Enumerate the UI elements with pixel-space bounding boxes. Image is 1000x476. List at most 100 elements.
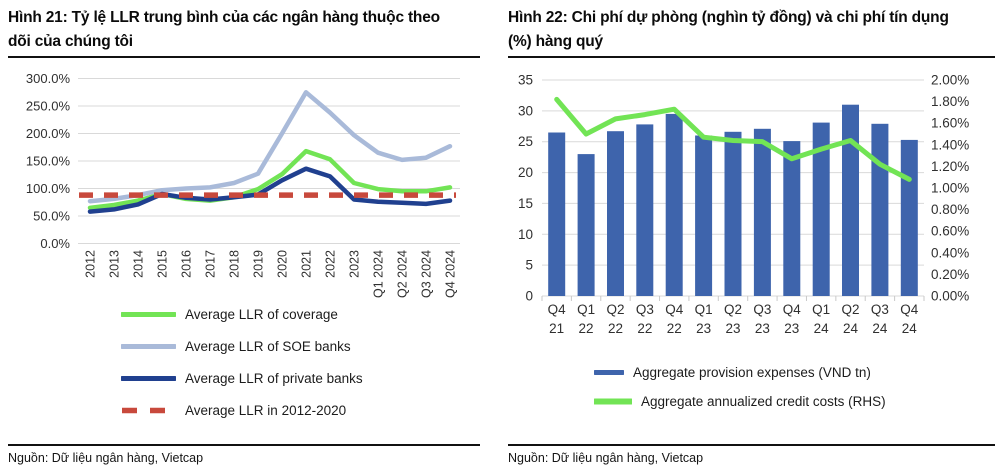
x-axis-label: 23 [696,321,711,336]
x-axis-label: 24 [872,321,888,336]
right-axis-label: 1.00% [931,181,969,196]
legend-line-swatch [121,375,176,381]
x-axis-label: Q2 [606,302,624,317]
bar [900,139,918,296]
y-axis-labels: 0.0% 50.0% 100.0% 150.0% 200.0% 250.0% 300.0% [26,71,71,251]
x-axis-label: Q1 [577,302,595,317]
bar [548,132,566,296]
legend-label: Aggregate annualized credit costs (RHS) [641,393,886,409]
chart-title-left: Hình 21: Tỷ lệ LLR trung bình của các ng… [8,6,440,54]
x-axis-label: Q1 [812,302,830,317]
legend-item: Average LLR in 2012-2020 [121,399,363,421]
right-axis-label: 0.40% [931,245,969,260]
bar [665,113,683,297]
bar [695,135,713,296]
chart-title-left-line2: dõi của chúng tôi [8,33,133,50]
bar [636,124,654,297]
x-axis-label: 24 [814,321,830,336]
legend-line-swatch [121,311,176,317]
right-axis-label: 0.00% [931,289,969,304]
left-axis-label: 35 [518,73,533,88]
source-divider [8,444,480,446]
x-axis-label: Q4 [900,302,919,317]
right-axis-label: 2.00% [931,73,969,88]
x-axis-label: 24 [902,321,918,336]
legend-item: Average LLR of SOE banks [121,335,363,357]
source-divider [508,444,995,446]
chart-title-right-line2: (%) hàng quý [508,33,603,50]
right-axis-label: 1.80% [931,94,969,109]
right-axis-label: 1.60% [931,116,969,131]
x-axis-label: 2015 [156,250,170,278]
x-axis-label: 23 [725,321,740,336]
x-axis-label: 2023 [348,250,362,278]
series-line [87,166,453,214]
x-axis-label: 2012 [84,250,98,278]
x-axis-label: Q4 [548,302,567,317]
legend-item: Aggregate provision expenses (VND tn) [594,361,886,383]
right-axis-label: 1.20% [931,159,969,174]
x-axis-label: 21 [549,321,564,336]
left-axis-label: 20 [518,165,533,180]
right-axis-labels: 0.00% 0.20% 0.40% 0.60% 0.80% 1.00% 1.20% 1.40%… [931,73,969,304]
x-axis-label: Q3 [871,302,889,317]
legend-item: Average LLR of coverage [121,303,363,325]
chart-title-right-line1: Hình 22: Chi phí dự phòng (nghìn tỷ đồng… [508,9,949,26]
legend-left: Average LLR of coverage Average LLR of SO… [121,303,363,431]
provision-combo-chart: 0 5 10 15 20 25 30 35 0.00% 0.20% 0.40% 0.60% 0.80% 1… [518,73,969,337]
legend-item: Aggregate annualized credit costs (RHS) [594,390,886,412]
y-axis-label: 300.0% [26,71,71,86]
bar [607,131,624,296]
x-axis-label: Q4 [665,302,684,317]
bar [842,104,859,296]
bar [577,154,595,296]
x-axis-label: 2022 [324,250,338,278]
left-axis-label: 15 [518,196,533,211]
legend-right: Aggregate provision expenses (VND tn) Agg… [594,361,886,419]
x-axis-labels: 2012 2013 2014 2015 2016 2017 2018 2019 2020 2021… [84,250,458,298]
bar [753,128,771,296]
legend-label: Average LLR of coverage [185,306,338,322]
legend-label: Average LLR of private banks [185,370,363,386]
left-axis-labels: 0 5 10 15 20 25 30 35 [518,73,533,304]
provision-bars [548,104,918,297]
x-axis-label: 22 [667,321,682,336]
right-axis-label: 0.60% [931,224,969,239]
bar [724,131,742,296]
x-axis-label: Q2 [724,302,742,317]
x-axis-label: 23 [755,321,770,336]
legend-label: Aggregate provision expenses (VND tn) [633,364,871,380]
x-axis-label: 2013 [108,250,122,278]
x-axis-label: 2016 [180,250,194,278]
x-axis-label: Q2 2024 [396,250,410,298]
x-axis-label: 2020 [276,250,290,278]
chart-title-right: Hình 22: Chi phí dự phòng (nghìn tỷ đồng… [508,6,949,54]
right-axis-label: 0.20% [931,267,969,282]
y-axis-label: 150.0% [26,154,71,169]
series-lines [79,90,456,214]
x-axis-label: Q1 [695,302,713,317]
x-axis-label: 22 [608,321,623,336]
source-note-left: Nguồn: Dữ liệu ngân hàng, Vietcap [8,451,204,465]
llr-line-chart: 0.0% 50.0% 100.0% 150.0% 200.0% 250.0% 300.0% 2… [26,71,460,298]
legend-item: Average LLR of private banks [121,367,363,389]
x-axis-label: 2018 [228,250,242,278]
y-axis-label: 0.0% [40,236,70,251]
x-axis-label: Q4 2024 [444,250,458,298]
y-axis-label: 100.0% [26,181,71,196]
y-axis-label: 50.0% [33,209,70,224]
bar [871,123,889,296]
x-axis-label: 2014 [132,250,146,278]
x-axis-label: Q3 [753,302,771,317]
provision-chart-panel: Hình 22: Chi phí dự phòng (nghìn tỷ đồng… [500,0,1000,476]
bar [812,122,830,296]
series-line [87,90,453,204]
x-axis-label: Q1 2024 [372,250,386,298]
right-axis-label: 0.80% [931,202,969,217]
x-axis-label: 22 [579,321,594,336]
x-axis-label: 2017 [204,250,218,278]
llr-chart-panel: Hình 21: Tỷ lệ LLR trung bình của các ng… [8,6,480,465]
y-axis-label: 200.0% [26,126,71,141]
legend-label: Average LLR of SOE banks [185,338,351,354]
bar [783,141,801,296]
